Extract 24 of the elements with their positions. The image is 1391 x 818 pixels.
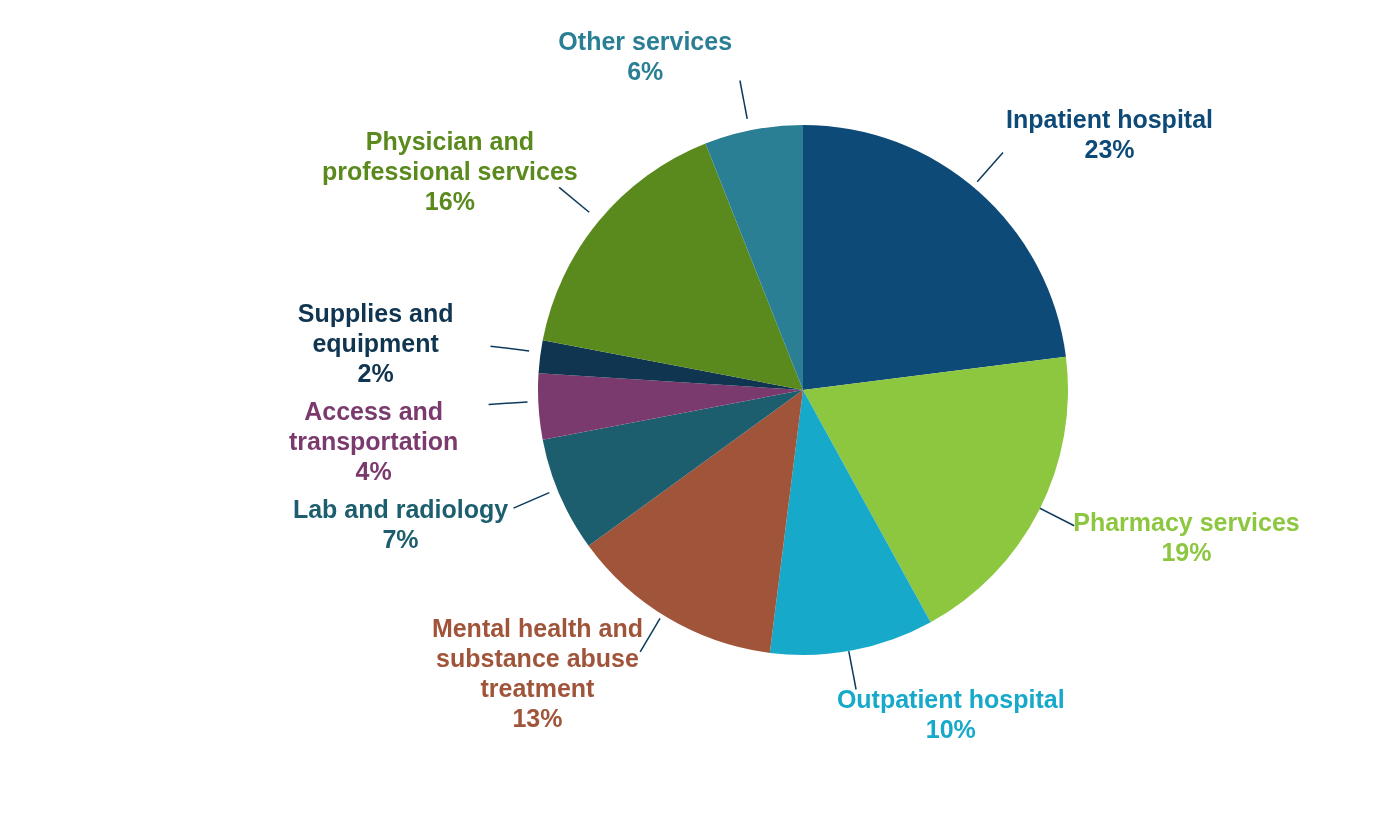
- slice-label: Other services: [558, 26, 733, 55]
- data-label: 4%: [355, 457, 392, 486]
- data-label: 19%: [1161, 538, 1212, 567]
- slice-label: Inpatient hospital: [1006, 104, 1214, 133]
- slice-label: Outpatient hospital: [836, 685, 1065, 714]
- pie-slice: [538, 373, 803, 440]
- data-label: 10%: [925, 715, 976, 744]
- slice-label: Lab and radiology: [292, 495, 509, 524]
- slice-label: Pharmacy services: [1073, 508, 1300, 537]
- data-label: 7%: [382, 525, 419, 554]
- data-label: 16%: [424, 187, 475, 216]
- slice-label: Supplies and equipment: [297, 299, 454, 358]
- data-label: 2%: [357, 359, 394, 388]
- data-label: 6%: [627, 56, 664, 85]
- pie-slice: [538, 340, 803, 390]
- pie-slice: [769, 390, 931, 655]
- data-label: 13%: [512, 704, 563, 733]
- slice-label: Physician and professional services: [322, 127, 578, 186]
- pie-slice: [803, 356, 1068, 623]
- slice-label: Mental health and substance abuse treatment: [431, 614, 644, 703]
- pie-slice: [542, 390, 803, 546]
- data-label: 23%: [1084, 134, 1135, 163]
- slice-label: Access and transportation: [288, 397, 459, 456]
- pie-slice: [705, 125, 803, 390]
